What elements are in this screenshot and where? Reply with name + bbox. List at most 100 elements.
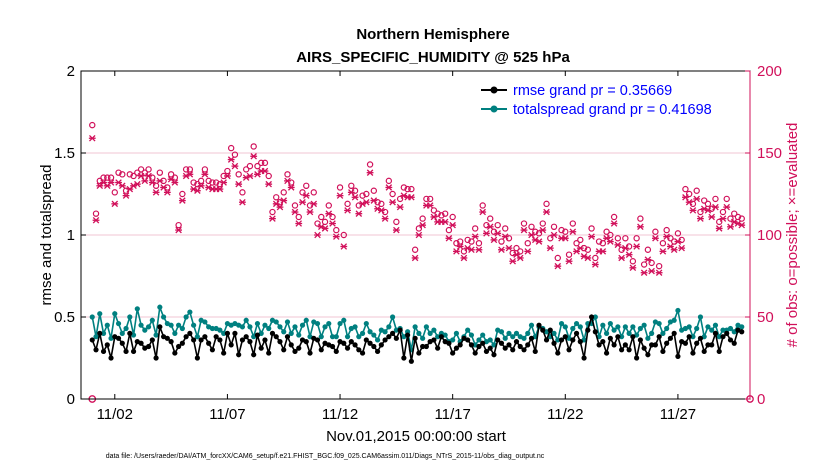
obs-possible-point <box>614 235 622 242</box>
obs-possible-point <box>445 226 453 234</box>
rmse-point <box>483 348 490 355</box>
obs-possible-point <box>325 202 332 209</box>
rmse-point <box>389 330 396 336</box>
obs-possible-point <box>344 200 351 208</box>
obs-possible-point <box>258 159 265 167</box>
obs-possible-point <box>115 169 122 176</box>
totalspread-point <box>607 320 613 327</box>
y-axis-label: rmse and totalspread <box>38 165 55 306</box>
obs-possible-point <box>100 174 107 181</box>
obs-possible-point <box>126 171 134 178</box>
rmse-point <box>179 340 185 346</box>
totalspread-point <box>356 334 362 340</box>
obs-evaluated-point <box>407 194 415 201</box>
totalspread-point <box>664 325 670 332</box>
obs-possible-point <box>607 231 614 239</box>
y-axis-left: 0 0.5 1 1.5 2 <box>54 63 86 408</box>
obs-possible-point <box>201 166 209 173</box>
obs-evaluated-point <box>299 198 306 206</box>
rmse-point <box>288 342 294 348</box>
totalspread-point <box>555 337 561 343</box>
rmse-point <box>634 355 640 361</box>
rmse-point <box>480 340 486 346</box>
y2-tick-label: 200 <box>757 63 782 80</box>
legend-rmse-label: rmse grand pr = 0.35669 <box>513 83 672 99</box>
totalspread-point <box>217 327 223 333</box>
totalspread-point <box>480 332 486 338</box>
totalspread-point <box>551 330 557 336</box>
obs-evaluated-point <box>145 172 152 180</box>
obs-evaluated-point <box>516 254 524 262</box>
obs-evaluated-point <box>231 162 239 170</box>
rmse-point <box>344 345 351 351</box>
obs-evaluated-point <box>554 262 562 270</box>
rmse-point <box>217 337 223 343</box>
obs-evaluated-point <box>670 246 678 254</box>
rmse-point <box>273 334 279 340</box>
totalspread-point <box>367 329 373 335</box>
obs-evaluated-point <box>385 184 393 191</box>
obs-possible-point <box>494 221 501 229</box>
obs-evaluated-point <box>92 216 100 224</box>
rmse-point <box>266 350 272 356</box>
obs-evaluated-point <box>490 236 498 244</box>
rmse-point <box>183 334 189 340</box>
totalspread-point <box>352 324 358 330</box>
rmse-point <box>431 337 437 343</box>
rmse-point <box>712 330 719 336</box>
obs-evaluated-point <box>727 223 734 231</box>
obs-possible-point <box>310 189 317 196</box>
rmse-point <box>694 340 700 346</box>
totalspread-point <box>600 322 606 328</box>
rmse-point <box>292 348 298 355</box>
obs-possible-point <box>314 220 321 227</box>
obs-evaluated-point <box>708 213 716 221</box>
totalspread-point <box>423 324 429 330</box>
rmse-point <box>487 345 493 351</box>
totalspread-point <box>112 311 118 317</box>
totalspread-point <box>420 335 426 341</box>
totalspread-point <box>93 334 99 340</box>
obs-possible-point <box>693 187 700 194</box>
totalspread-point <box>115 320 122 327</box>
obs-evaluated-point <box>682 194 689 201</box>
obs-possible-point <box>111 189 118 196</box>
rmse-point <box>562 334 568 340</box>
obs-evaluated-point <box>381 215 389 222</box>
rmse-point <box>637 337 643 343</box>
obs-possible-point <box>430 207 438 214</box>
obs-evaluated-point <box>715 225 723 232</box>
obs-possible-point <box>261 159 269 167</box>
totalspread-point <box>168 322 174 328</box>
obs-possible-point <box>197 177 205 185</box>
rmse-point <box>93 347 99 353</box>
totalspread-point <box>502 335 508 341</box>
obs-evaluated-point <box>284 177 291 185</box>
obs-possible-point <box>291 202 299 209</box>
x-axis-label: Nov.01,2015 00:00:00 start <box>326 428 507 445</box>
obs-evaluated-point <box>329 220 336 227</box>
obs-evaluated-point <box>659 248 667 255</box>
obs-possible-point <box>682 185 689 193</box>
data-file-footnote: data file: /Users/raeder/DAI/ATM_forcXX/… <box>106 453 545 460</box>
obs-possible-point <box>550 223 558 230</box>
totalspread-point <box>138 322 144 328</box>
obs-possible-point <box>535 230 543 237</box>
totalspread-point <box>558 320 565 327</box>
obs-evaluated-point <box>441 218 449 226</box>
obs-possible-point <box>348 182 355 189</box>
obs-evaluated-point <box>584 254 592 262</box>
obs-evaluated-point <box>501 233 509 240</box>
obs-possible-point <box>411 246 419 253</box>
rmse-point <box>412 335 418 341</box>
obs-possible-point <box>565 251 573 258</box>
rmse-point <box>202 334 208 340</box>
rmse-point <box>382 337 388 343</box>
obs-evaluated-point <box>712 203 719 211</box>
rmse-point <box>438 334 445 340</box>
obs-possible-point <box>517 248 524 255</box>
obs-evaluated-point <box>723 203 731 211</box>
obs-evaluated-point <box>546 244 554 252</box>
rmse-point <box>284 334 291 340</box>
obs-possible-point <box>404 185 411 193</box>
